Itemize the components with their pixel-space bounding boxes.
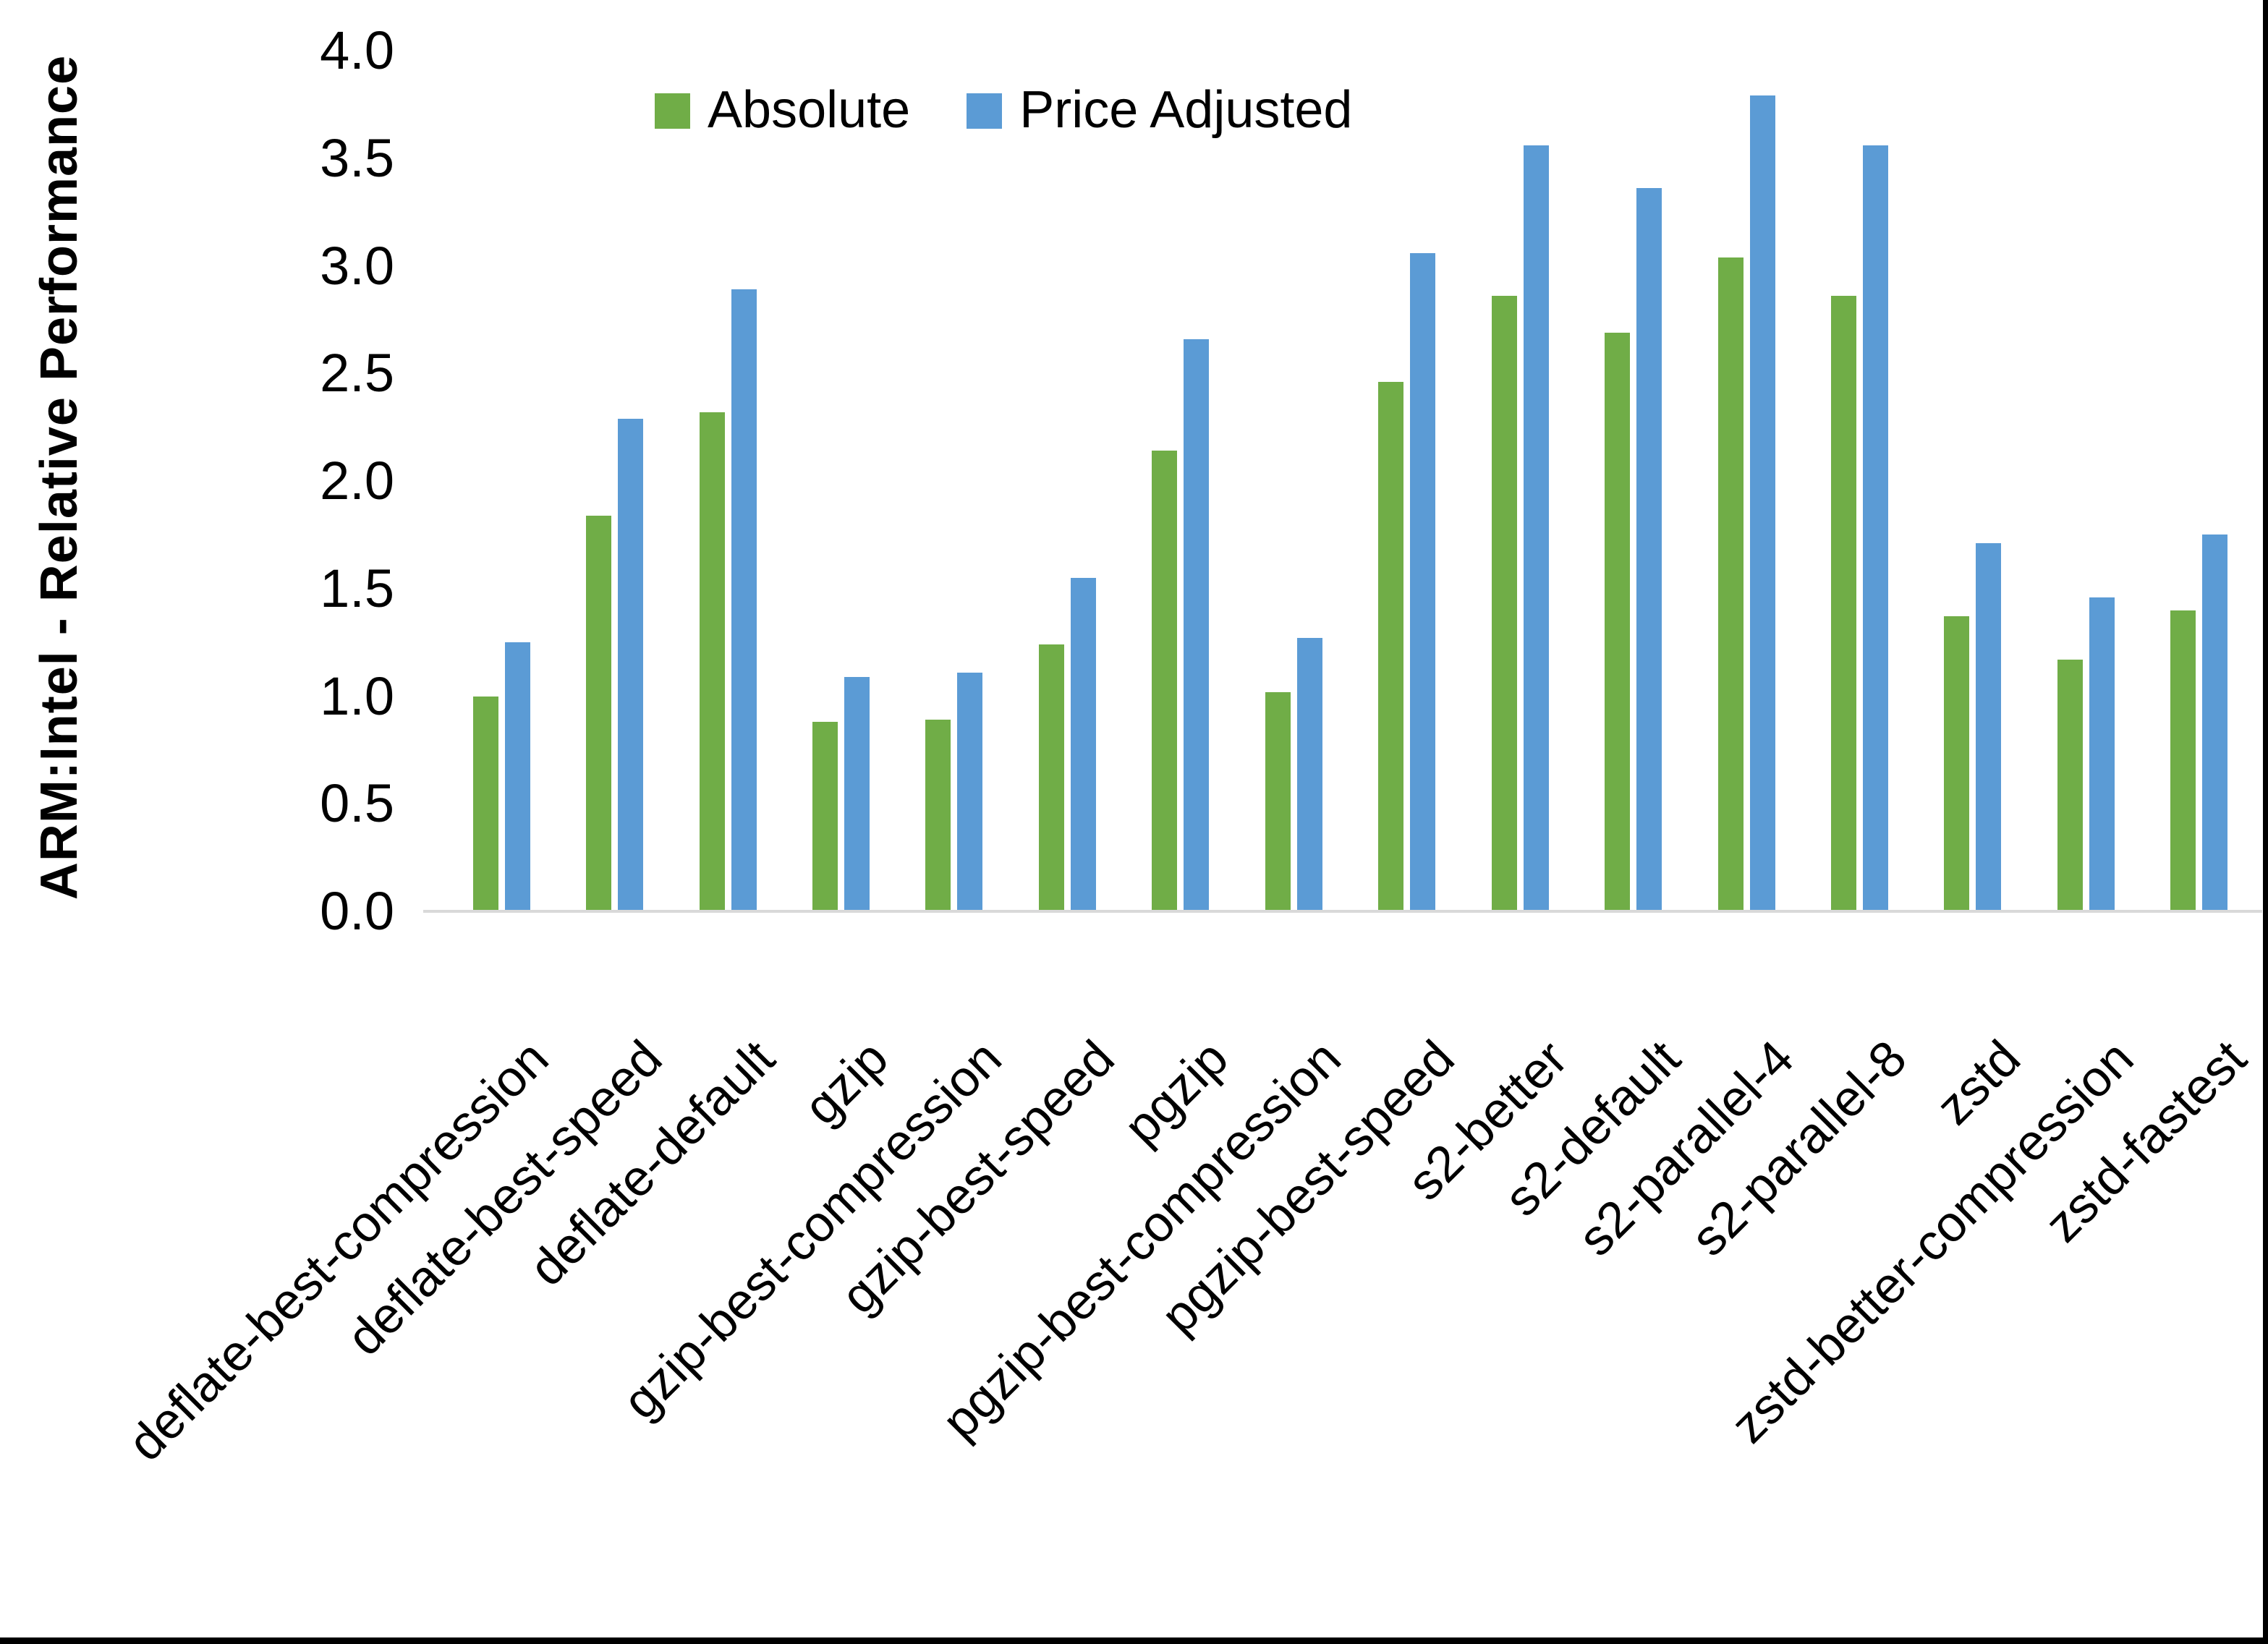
y-tick-label: 3.0 [320, 235, 394, 296]
legend-label: Absolute [708, 81, 911, 139]
y-tick-label: 1.5 [320, 558, 394, 618]
bar-price-adjusted [2202, 534, 2228, 911]
bar-absolute [1830, 296, 1856, 911]
bar-absolute [1152, 451, 1178, 911]
bar-absolute [699, 412, 725, 911]
bar-price-adjusted [1862, 145, 1888, 911]
legend-item: Absolute [655, 81, 910, 139]
y-tick-label: 0.0 [320, 881, 394, 941]
bar-price-adjusted [1523, 145, 1549, 911]
y-tick-label: 3.5 [320, 127, 394, 188]
bar-price-adjusted [1184, 338, 1210, 911]
bar-price-adjusted [618, 418, 644, 911]
bar-price-adjusted [1296, 638, 1322, 911]
bar-absolute [1491, 296, 1517, 911]
bar-price-adjusted [1749, 95, 1775, 911]
bar-price-adjusted [731, 289, 757, 911]
bar-absolute [472, 696, 498, 911]
bar-price-adjusted [1070, 577, 1096, 911]
bar-price-adjusted [844, 676, 870, 911]
bar-price-adjusted [1636, 188, 1662, 911]
bar-price-adjusted [1976, 543, 2002, 911]
y-tick-label: 0.5 [320, 773, 394, 834]
bar-absolute [1605, 332, 1631, 911]
bar-absolute [1265, 691, 1291, 911]
legend-swatch-price-adjusted [967, 93, 1003, 129]
bar-absolute [925, 720, 951, 911]
y-tick-label: 2.0 [320, 451, 394, 511]
y-tick-label: 2.5 [320, 343, 394, 404]
y-tick-label: 1.0 [320, 665, 394, 726]
bar-price-adjusted [1410, 252, 1436, 911]
bar-absolute [2057, 659, 2083, 911]
y-tick-label: 4.0 [320, 20, 394, 80]
bar-absolute [586, 515, 612, 911]
category-label: deflate-best-compression [117, 1029, 559, 1472]
bar-price-adjusted [504, 642, 530, 911]
legend: Absolute Price Adjusted [655, 81, 1352, 139]
bar-absolute [1717, 257, 1744, 911]
bar-absolute [2170, 610, 2196, 911]
bar-price-adjusted [2089, 597, 2115, 911]
bar-price-adjusted [957, 672, 983, 911]
x-axis-line [423, 910, 2262, 913]
bar-absolute [812, 722, 838, 911]
legend-item: Price Adjusted [967, 81, 1352, 139]
bar-absolute [1378, 382, 1404, 911]
bar-absolute [1944, 616, 1970, 911]
bar-absolute [1038, 644, 1064, 911]
legend-swatch-absolute [655, 93, 690, 129]
legend-label: Price Adjusted [1019, 81, 1353, 139]
